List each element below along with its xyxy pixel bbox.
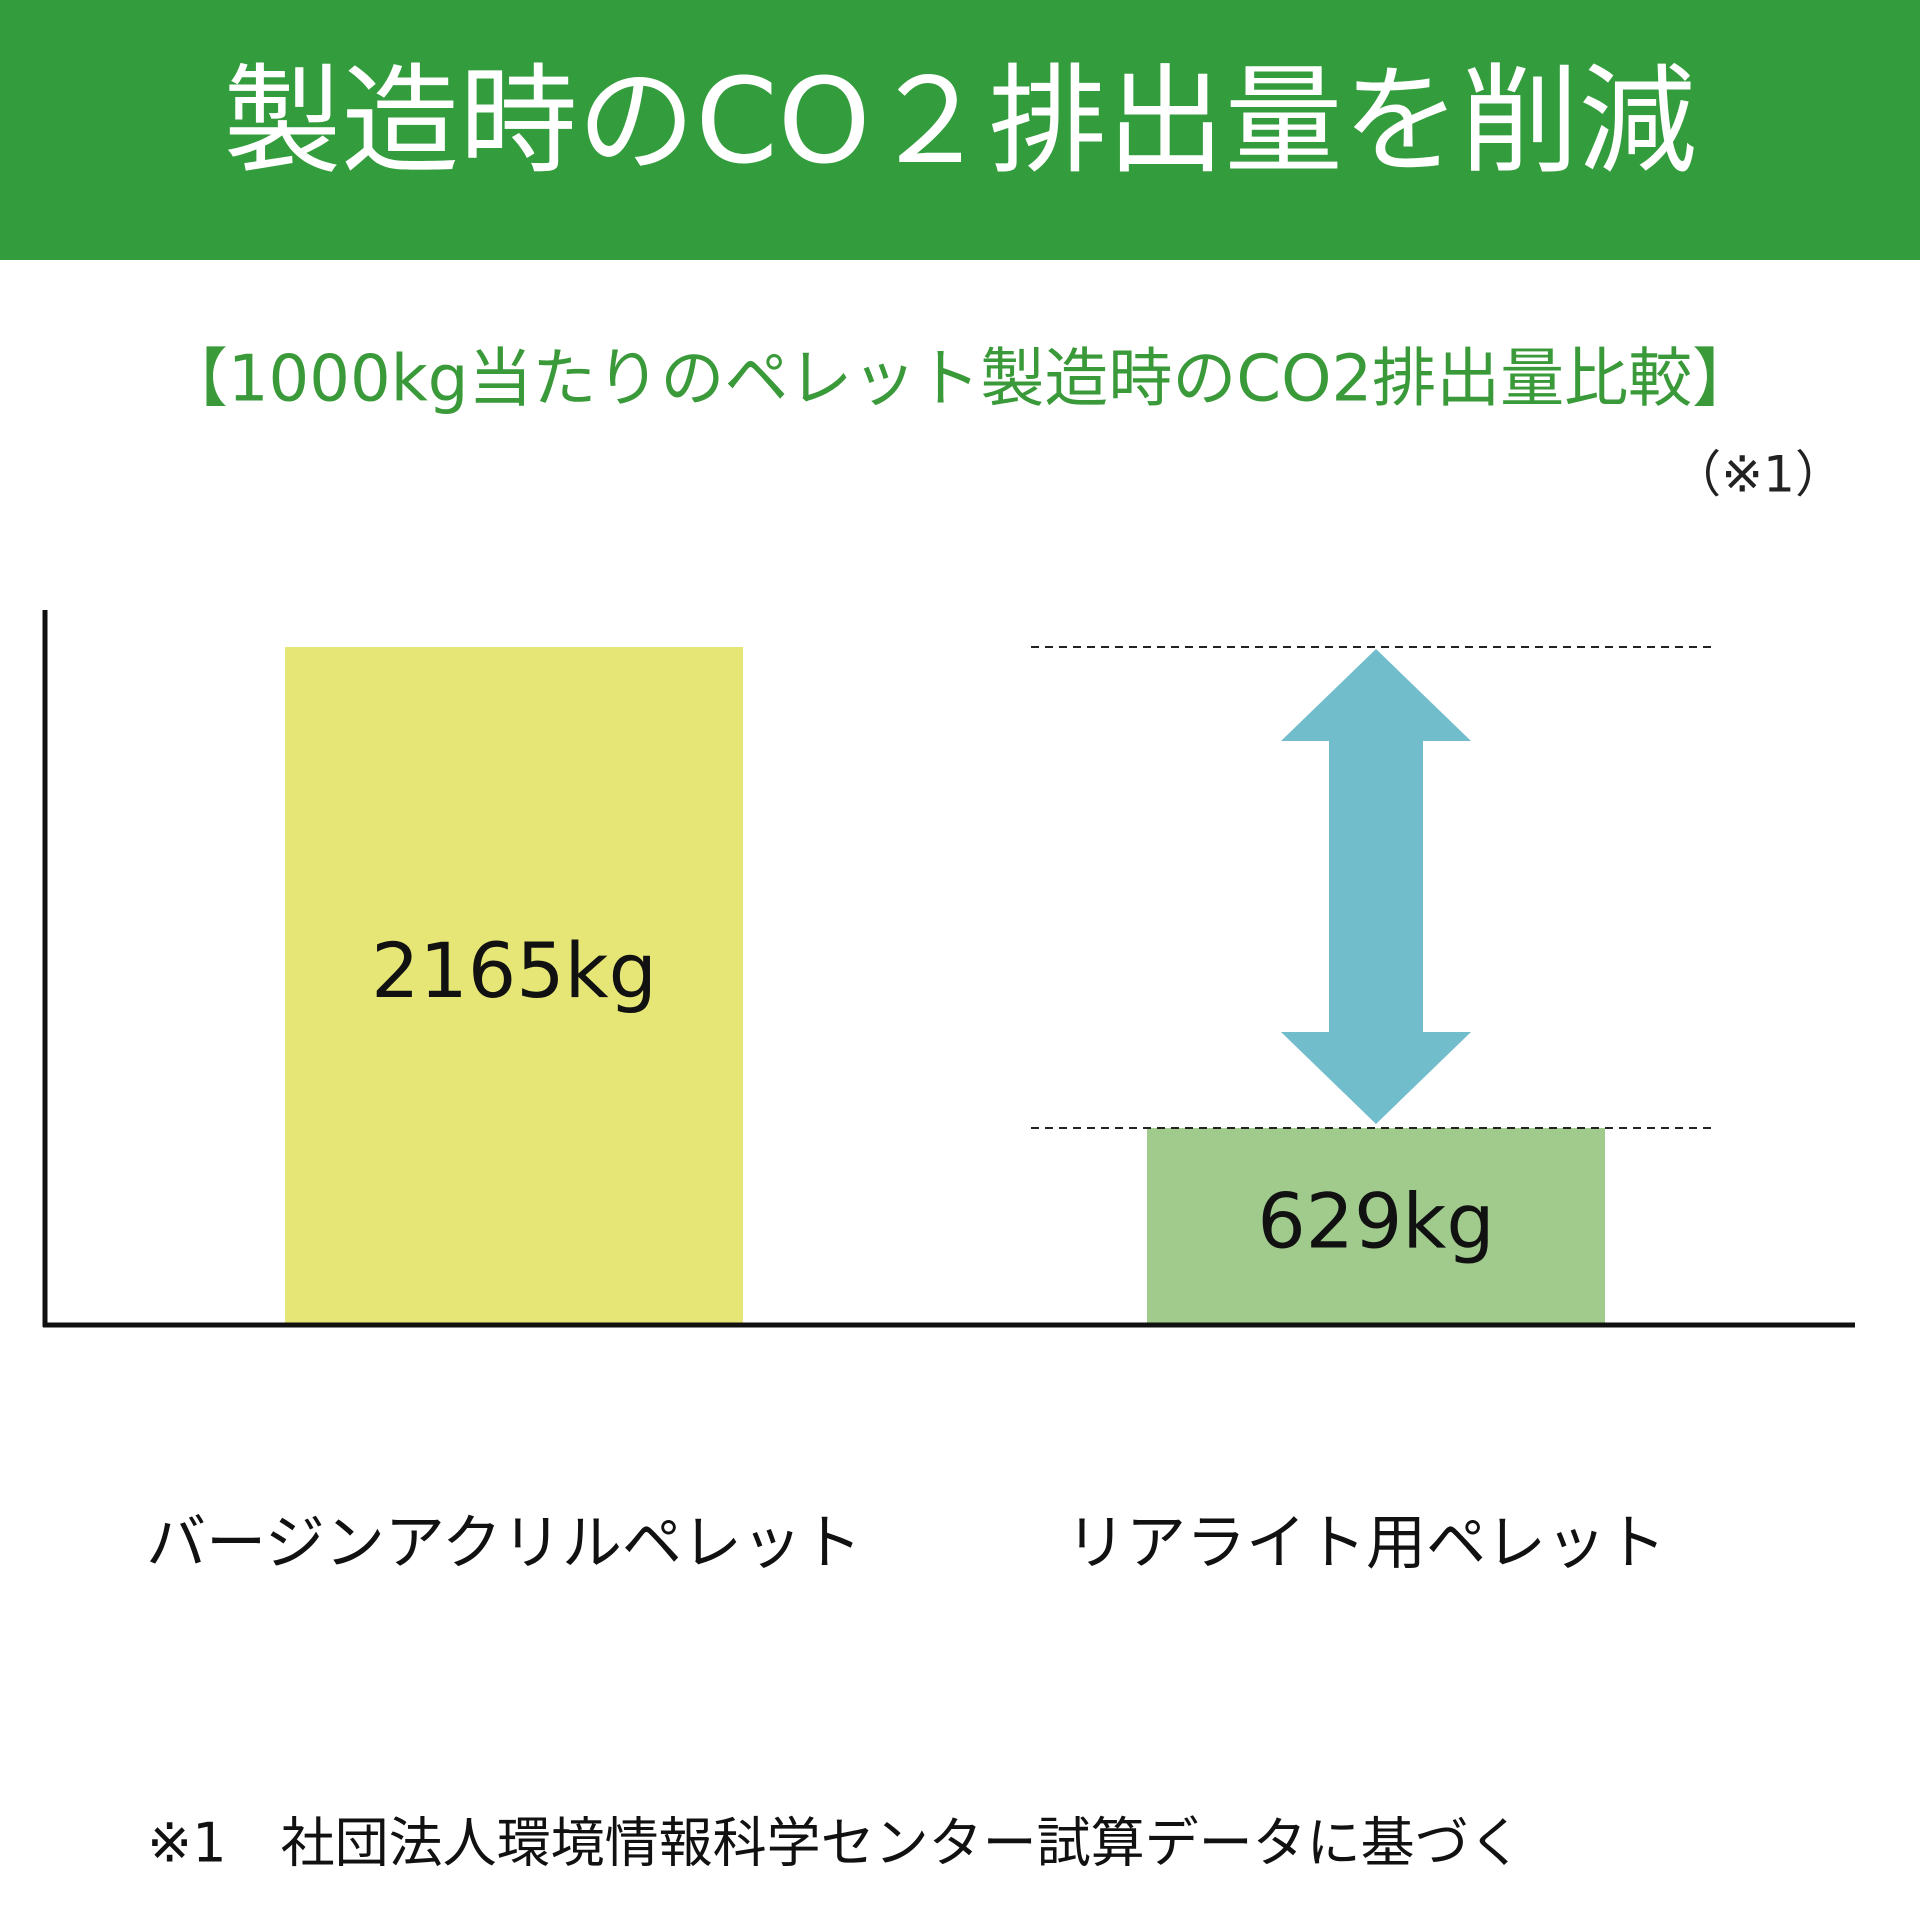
difference-arrow	[1281, 649, 1471, 1125]
header-band	[0, 0, 1920, 260]
value-label: 629kg	[1257, 1176, 1494, 1265]
bar	[1147, 1128, 1605, 1325]
bar	[285, 647, 743, 1325]
note: （※1）	[1671, 446, 1845, 504]
value-label: 2165kg	[371, 926, 657, 1015]
x-tick-label: バージンアクリルペレット	[146, 1509, 862, 1579]
x-tick-label: リアライト用ペレット	[1066, 1509, 1666, 1579]
chart-subtitle: 【1000kg当たりのペレット製造時のCO2排出量比較】	[164, 343, 1756, 417]
chart-title: 製造時のCO２排出量を削減	[223, 52, 1696, 190]
footnote: ※1 社団法人環境情報科学センター試算データに基づく	[147, 1812, 1523, 1875]
